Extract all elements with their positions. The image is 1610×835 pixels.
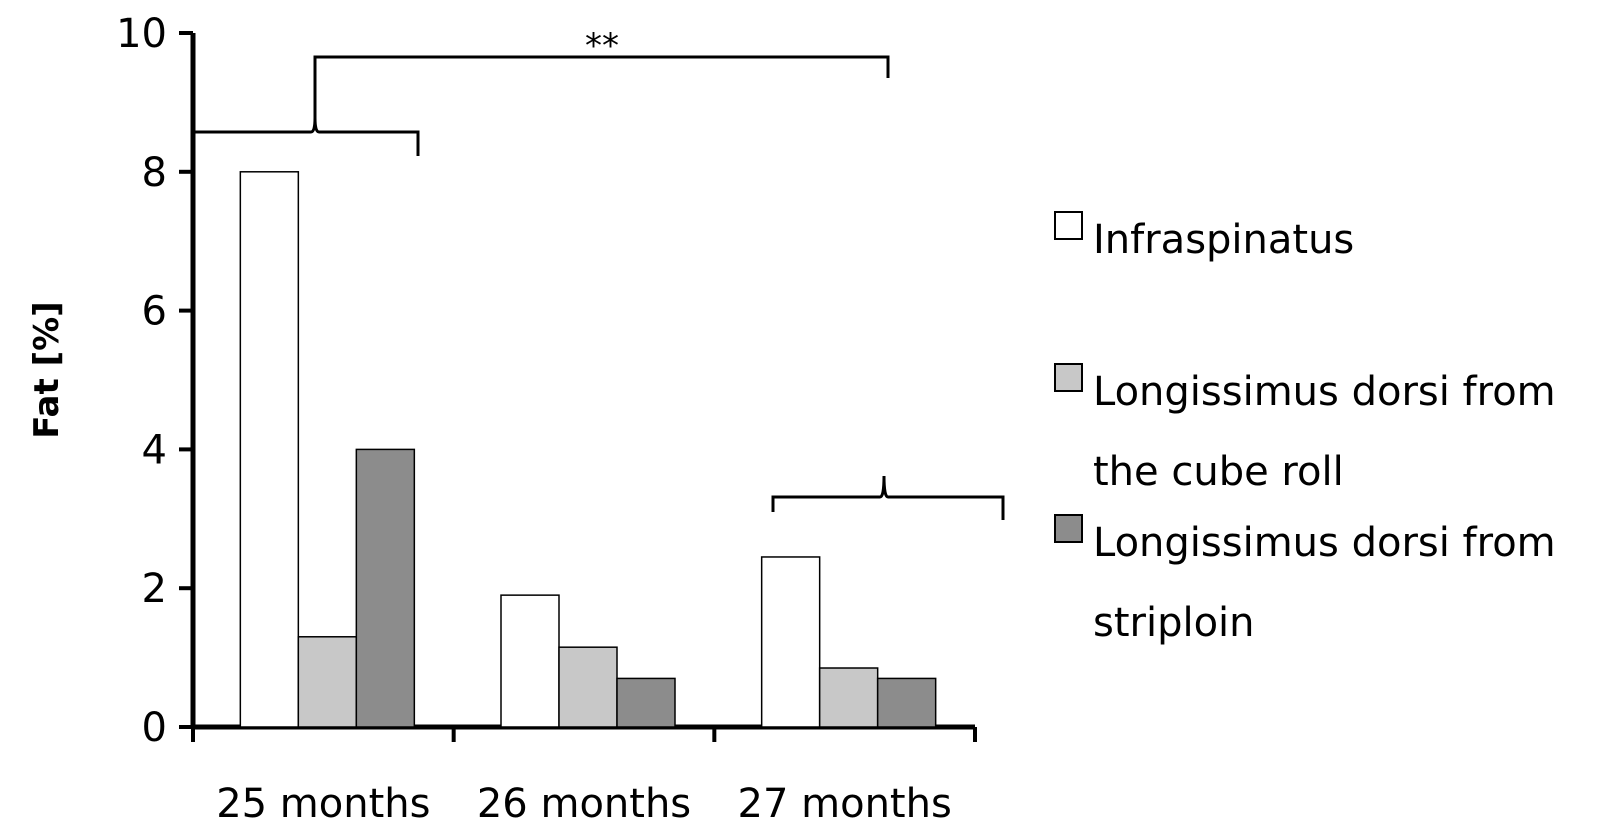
legend: Infraspinatus Longissimus dorsi from the c… bbox=[1054, 211, 1556, 646]
bracket-27-months bbox=[771, 475, 1005, 520]
y-tick-label: 4 bbox=[142, 427, 167, 473]
bar bbox=[616, 677, 676, 728]
bar bbox=[876, 677, 937, 728]
axes: 0 2 4 6 8 10 25 months 26 months 27 months bbox=[116, 11, 977, 827]
y-tick-label: 0 bbox=[142, 705, 167, 751]
bar bbox=[818, 667, 879, 728]
y-axis-label: Fat [%] bbox=[27, 301, 67, 438]
y-tick-label: 2 bbox=[142, 566, 167, 612]
legend-label: striploin bbox=[1093, 600, 1255, 646]
y-tick-label: 10 bbox=[116, 11, 167, 57]
bar bbox=[760, 556, 821, 728]
bar bbox=[355, 448, 416, 728]
bar bbox=[297, 636, 358, 728]
legend-swatch bbox=[1054, 211, 1083, 240]
x-tick-label: 25 months bbox=[216, 781, 430, 827]
legend-swatch bbox=[1054, 363, 1083, 392]
bracket-25-months bbox=[193, 117, 420, 156]
y-tick-label: 8 bbox=[142, 150, 167, 196]
bars bbox=[239, 171, 937, 728]
x-tick-label: 26 months bbox=[477, 781, 691, 827]
bar bbox=[500, 594, 560, 728]
legend-label: Longissimus dorsi from bbox=[1093, 369, 1556, 415]
legend-swatch bbox=[1054, 514, 1083, 543]
bracket-significance bbox=[313, 55, 890, 118]
bar bbox=[558, 646, 618, 728]
significance-label: ** bbox=[585, 26, 619, 66]
y-tick-label: 6 bbox=[142, 289, 167, 335]
significance-brackets: ** bbox=[193, 26, 1005, 520]
x-tick-label: 27 months bbox=[738, 781, 952, 827]
legend-label: Longissimus dorsi from bbox=[1093, 520, 1556, 566]
legend-label: Infraspinatus bbox=[1093, 217, 1354, 263]
bar bbox=[239, 171, 300, 728]
legend-label: the cube roll bbox=[1093, 449, 1344, 495]
